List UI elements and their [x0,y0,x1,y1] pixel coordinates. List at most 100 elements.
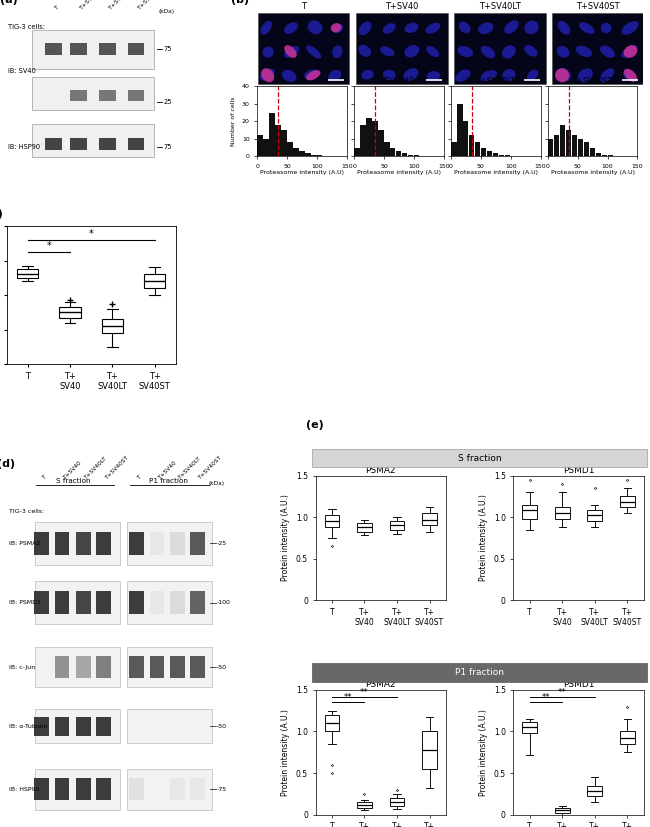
Ellipse shape [380,46,395,56]
Text: IB: SV40: IB: SV40 [8,68,36,74]
FancyBboxPatch shape [190,656,205,678]
Ellipse shape [259,69,275,80]
Title: T+SV40: T+SV40 [384,77,414,85]
FancyBboxPatch shape [127,581,213,624]
Text: 75: 75 [164,144,172,150]
Title: T+SV40ST: T+SV40ST [573,77,613,85]
FancyBboxPatch shape [190,591,205,614]
Ellipse shape [361,70,374,79]
PathPatch shape [324,515,339,527]
Text: (kDa): (kDa) [209,480,225,485]
Text: T+SV40: T+SV40 [157,461,177,480]
Ellipse shape [478,22,493,34]
Ellipse shape [502,45,516,59]
FancyBboxPatch shape [258,13,350,84]
Title: PSMA2: PSMA2 [365,466,396,475]
Bar [499,155,504,156]
PathPatch shape [357,523,372,532]
Ellipse shape [331,23,341,32]
Text: IB: HSP90: IB: HSP90 [8,786,39,791]
Ellipse shape [404,68,419,81]
PathPatch shape [389,798,404,806]
PathPatch shape [588,786,602,796]
Bar [602,155,607,156]
Bar [269,112,275,156]
FancyBboxPatch shape [45,137,62,150]
Ellipse shape [284,46,299,58]
Ellipse shape [558,21,570,35]
Text: T+SV40LT: T+SV40LT [479,2,521,11]
Y-axis label: Protein intensity (A.U.): Protein intensity (A.U.) [281,709,291,796]
FancyBboxPatch shape [55,717,70,736]
Text: (a): (a) [0,0,18,5]
Ellipse shape [601,23,612,33]
Ellipse shape [525,21,539,34]
Bar [360,125,366,156]
Ellipse shape [426,46,439,57]
Ellipse shape [555,69,569,82]
FancyBboxPatch shape [150,532,164,555]
Bar [493,153,499,156]
Ellipse shape [624,45,638,58]
Y-axis label: Protein intensity (A.U.): Protein intensity (A.U.) [479,709,488,796]
Ellipse shape [304,69,319,79]
FancyBboxPatch shape [76,656,91,678]
Bar [414,155,419,156]
PathPatch shape [102,319,123,333]
Ellipse shape [306,45,321,59]
Bar [408,155,413,156]
Bar [299,151,305,156]
FancyBboxPatch shape [170,532,185,555]
Ellipse shape [556,68,571,81]
Ellipse shape [456,69,471,82]
Ellipse shape [328,70,341,81]
Bar [457,104,463,156]
FancyBboxPatch shape [552,13,644,84]
PathPatch shape [422,513,437,525]
FancyBboxPatch shape [127,43,144,55]
Text: IB: PSMD1: IB: PSMD1 [8,600,41,605]
FancyBboxPatch shape [170,656,185,678]
Text: (d): (d) [0,459,16,469]
Ellipse shape [556,45,569,58]
PathPatch shape [523,721,537,734]
Bar [590,148,595,156]
Ellipse shape [284,22,298,34]
Bar [505,155,510,156]
Bar [560,125,566,156]
Bar [281,130,287,156]
Ellipse shape [284,45,296,58]
Text: -75: -75 [216,786,227,791]
FancyBboxPatch shape [34,710,120,743]
Text: T+SV40LT: T+SV40LT [108,0,134,11]
Text: T: T [42,475,47,480]
Bar [257,136,263,156]
FancyBboxPatch shape [170,591,185,614]
FancyBboxPatch shape [55,778,70,801]
Bar [554,136,560,156]
Bar [572,136,577,156]
Ellipse shape [306,70,320,80]
Text: IB: α-Tubulin: IB: α-Tubulin [8,724,47,729]
PathPatch shape [620,496,634,507]
Text: (b): (b) [231,0,249,5]
Ellipse shape [332,45,343,58]
FancyBboxPatch shape [55,591,70,614]
FancyBboxPatch shape [454,13,546,84]
Ellipse shape [527,69,538,80]
FancyBboxPatch shape [55,532,70,555]
FancyBboxPatch shape [34,778,49,801]
Ellipse shape [459,22,471,33]
Text: T+SV40ST: T+SV40ST [137,0,164,11]
Text: S fraction: S fraction [458,454,501,462]
Ellipse shape [621,22,638,35]
PathPatch shape [17,269,38,278]
FancyBboxPatch shape [129,591,144,614]
PathPatch shape [389,521,404,529]
FancyBboxPatch shape [76,591,91,614]
FancyBboxPatch shape [96,778,111,801]
FancyBboxPatch shape [34,532,49,555]
Ellipse shape [481,45,495,58]
FancyBboxPatch shape [34,591,49,614]
FancyBboxPatch shape [96,532,111,555]
